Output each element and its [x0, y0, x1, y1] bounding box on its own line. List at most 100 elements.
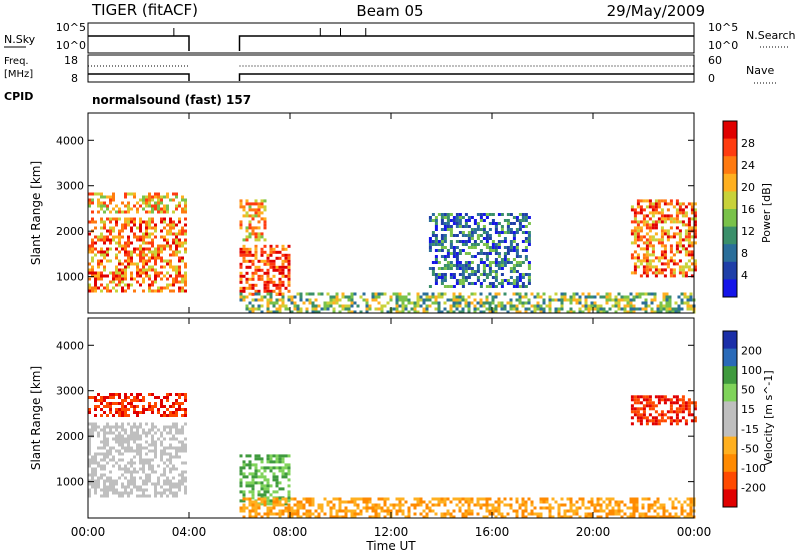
echo-cell [665, 509, 669, 513]
echo-cell [254, 199, 258, 203]
echo-cell [121, 274, 124, 278]
echo-cell [91, 431, 94, 435]
echo-cell [449, 246, 453, 249]
echo-cell [668, 515, 672, 519]
echo-cell [293, 503, 297, 507]
echo-cell [91, 425, 94, 429]
echo-cell [500, 225, 504, 228]
echo-cell [266, 466, 270, 470]
echo-cell [645, 401, 649, 405]
echo-cell [121, 405, 124, 408]
echo-cell [506, 252, 510, 255]
echo-cell [461, 231, 465, 234]
echo-cell [184, 265, 187, 269]
echo-cell [440, 228, 444, 231]
echo-cell [437, 213, 441, 216]
freq-label: Freq. [4, 56, 29, 67]
echo-cell [675, 262, 679, 266]
echo-cell [124, 274, 127, 278]
echo-cell [287, 262, 291, 266]
echo-cell [689, 503, 693, 507]
echo-cell [608, 503, 612, 507]
echo-cell [614, 298, 618, 302]
echo-cell [284, 247, 288, 251]
echo-cell [440, 279, 444, 282]
echo-cell [284, 304, 288, 308]
echo-cell [115, 411, 118, 414]
echo-cell [178, 238, 181, 242]
echo-cell [353, 512, 357, 516]
echo-cell [121, 268, 124, 272]
echo-cell [142, 207, 145, 211]
echo-cell [560, 515, 564, 519]
echo-cell [278, 310, 282, 314]
echo-cell [644, 497, 648, 501]
echo-cell [377, 307, 381, 311]
echo-cell [254, 481, 258, 485]
echo-cell [154, 289, 157, 293]
echo-cell [476, 222, 480, 225]
echo-cell [482, 301, 486, 305]
echo-cell [419, 500, 423, 504]
echo-cell [413, 307, 417, 311]
echo-cell [687, 404, 691, 408]
echo-cell [404, 295, 408, 299]
echo-cell [239, 274, 243, 278]
echo-cell [669, 202, 673, 206]
echo-cell [476, 307, 480, 311]
echo-cell [94, 470, 97, 474]
echo-cell [266, 487, 270, 491]
echo-cell [133, 408, 136, 411]
echo-cell [133, 399, 136, 402]
echo-cell [88, 271, 91, 275]
echo-cell [121, 229, 124, 233]
echo-cell [275, 500, 279, 504]
echo-cell [449, 213, 453, 216]
echo-cell [449, 298, 453, 302]
echo-cell [581, 310, 585, 314]
echo-cell [175, 431, 178, 435]
echo-cell [515, 264, 519, 267]
echo-cell [491, 298, 495, 302]
colorbar-segment [723, 366, 737, 385]
echo-cell [485, 276, 489, 279]
echo-cell [106, 431, 109, 435]
echo-cell [371, 292, 375, 296]
echo-cell [112, 229, 115, 233]
echo-cell [266, 506, 270, 510]
echo-cell [281, 265, 285, 269]
echo-cell [124, 253, 127, 257]
echo-cell [157, 437, 160, 441]
echo-cell [455, 282, 459, 285]
echo-cell [242, 475, 246, 479]
echo-cell [142, 232, 145, 236]
echo-cell [666, 232, 670, 236]
echo-cell [440, 240, 444, 243]
echo-cell [651, 407, 655, 411]
echo-cell [464, 497, 468, 501]
echo-cell [178, 268, 181, 272]
echo-cell [437, 304, 441, 308]
echo-cell [654, 268, 658, 272]
echo-cell [109, 232, 112, 236]
echo-cell [163, 425, 166, 429]
echo-cell [133, 223, 136, 227]
echo-cell [503, 258, 507, 261]
echo-cell [109, 431, 112, 435]
echo-cell [272, 301, 276, 305]
echo-cell [112, 393, 115, 396]
echo-cell [642, 223, 646, 227]
echo-cell [148, 217, 151, 221]
echo-cell [548, 509, 552, 513]
echo-cell [100, 250, 103, 254]
colorbar-segment [723, 156, 737, 175]
echo-cell [245, 229, 249, 233]
nave-tick-top: 60 [708, 54, 722, 67]
freq-line [88, 73, 694, 81]
echo-cell [338, 506, 342, 510]
echo-cell [434, 273, 438, 276]
echo-cell [639, 199, 643, 203]
echo-cell [660, 410, 664, 414]
echo-cell [536, 304, 540, 308]
